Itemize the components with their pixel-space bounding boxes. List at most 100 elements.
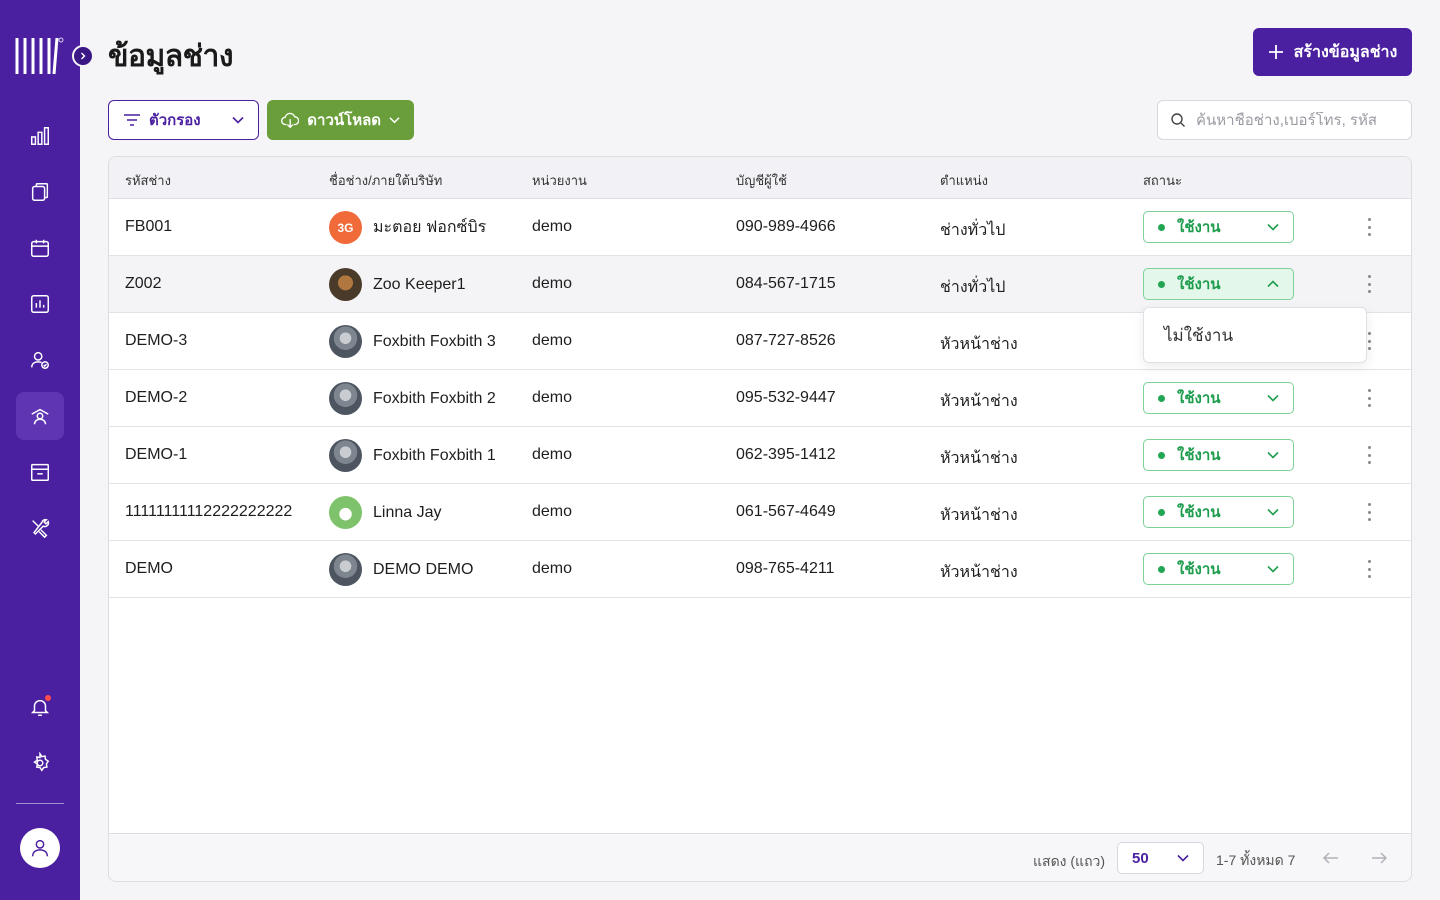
user-icon[interactable] xyxy=(20,828,60,868)
avatar: 3G xyxy=(329,211,362,244)
technician-name: Foxbith Foxbith 2 xyxy=(373,389,496,407)
settings-icon[interactable] xyxy=(16,739,64,787)
status-select[interactable]: ใช้งาน xyxy=(1143,268,1294,300)
avatar xyxy=(329,325,362,358)
table-row[interactable]: FB001 3G มะตอย ฟอกซ์บิร demo 090-989-496… xyxy=(109,199,1411,256)
chevron-down-icon xyxy=(1177,854,1189,862)
create-button-label: สร้างข้อมูลช่าง xyxy=(1293,43,1398,61)
technician-name: Zoo Keeper1 xyxy=(373,275,466,293)
technician-name: Foxbith Foxbith 3 xyxy=(373,332,496,350)
chevron-down-icon xyxy=(1267,394,1279,402)
column-header-position: ตำแหน่ง xyxy=(940,173,988,188)
status-option-inactive[interactable]: ไม่ใช้งาน xyxy=(1164,325,1234,345)
cell-name: DEMO DEMO xyxy=(329,553,473,586)
row-menu-icon[interactable] xyxy=(1367,332,1371,350)
row-menu-icon[interactable] xyxy=(1367,560,1371,578)
status-dot xyxy=(1158,508,1165,516)
status-select[interactable]: ใช้งาน xyxy=(1143,211,1294,243)
chevron-down-icon xyxy=(1267,508,1279,516)
chevron-down-icon xyxy=(1267,565,1279,573)
status-dot xyxy=(1158,223,1165,231)
cell-position: หัวหน้าช่าง xyxy=(940,336,1018,353)
cell-unit: demo xyxy=(532,446,573,463)
cell-code: DEMO xyxy=(125,560,173,577)
cell-account: 095-532-9447 xyxy=(736,389,836,406)
cell-position: หัวหน้าช่าง xyxy=(940,393,1018,410)
search-box[interactable] xyxy=(1157,100,1412,140)
download-button[interactable]: ดาวน์โหลด xyxy=(267,100,414,140)
cell-position: หัวหน้าช่าง xyxy=(940,507,1018,524)
cell-name: 3G มะตอย ฟอกซ์บิร xyxy=(329,211,486,244)
cell-code: Z002 xyxy=(125,275,162,292)
status-label: ใช้งาน xyxy=(1177,390,1221,407)
dashboard-chart-icon[interactable] xyxy=(16,112,64,160)
technician-name: Linna Jay xyxy=(373,503,442,521)
bell-icon[interactable] xyxy=(16,683,64,731)
filter-button[interactable]: ตัวกรอง xyxy=(108,100,259,140)
cell-position: ช่างทั่วไป xyxy=(940,222,1006,239)
cell-position: หัวหน้าช่าง xyxy=(940,564,1018,581)
documents-icon[interactable] xyxy=(16,168,64,216)
cell-position: ช่างทั่วไป xyxy=(940,279,1006,296)
cell-account: 090-989-4966 xyxy=(736,218,836,235)
cell-unit: demo xyxy=(532,332,573,349)
row-menu-icon[interactable] xyxy=(1367,218,1371,236)
cell-unit: demo xyxy=(532,503,573,520)
notification-dot xyxy=(45,695,51,701)
status-select[interactable]: ใช้งาน xyxy=(1143,496,1294,528)
cell-name: Foxbith Foxbith 1 xyxy=(329,439,496,472)
create-technician-button[interactable]: สร้างข้อมูลช่าง xyxy=(1253,28,1412,76)
cell-unit: demo xyxy=(532,275,573,292)
cell-code: DEMO-1 xyxy=(125,446,188,463)
table-row[interactable]: Z002 Zoo Keeper1 demo 084-567-1715 ช่างท… xyxy=(109,256,1411,313)
cell-account: 062-395-1412 xyxy=(736,446,836,463)
cell-name: Foxbith Foxbith 2 xyxy=(329,382,496,415)
sidebar xyxy=(0,0,80,900)
chevron-down-icon xyxy=(232,116,244,124)
pagination-range: 1-7 ทั้งหมด 7 xyxy=(1216,852,1296,868)
rows-per-page-label: แสดง (แถว) xyxy=(1033,853,1106,869)
report-icon[interactable] xyxy=(16,280,64,328)
status-select[interactable]: ใช้งาน xyxy=(1143,439,1294,471)
table-row[interactable]: DEMO DEMO DEMO demo 098-765-4211 หัวหน้า… xyxy=(109,541,1411,598)
tools-icon[interactable] xyxy=(16,504,64,552)
cell-account: 087-727-8526 xyxy=(736,332,836,349)
search-icon xyxy=(1171,113,1185,127)
status-select[interactable]: ใช้งาน xyxy=(1143,382,1294,414)
arrow-right-icon[interactable] xyxy=(1367,846,1391,870)
row-menu-icon[interactable] xyxy=(1367,389,1371,407)
rows-per-page-select[interactable]: 50 xyxy=(1117,842,1204,874)
calendar-icon[interactable] xyxy=(16,224,64,272)
user-check-icon[interactable] xyxy=(16,336,64,384)
cell-unit: demo xyxy=(532,389,573,406)
cell-code: 11111111112222222222 xyxy=(125,503,293,520)
arrow-left-icon[interactable] xyxy=(1319,846,1343,870)
cell-code: FB001 xyxy=(125,218,173,235)
plus-icon xyxy=(1268,45,1283,59)
logo-icon[interactable] xyxy=(14,34,64,76)
archive-icon[interactable] xyxy=(16,448,64,496)
technician-name: DEMO DEMO xyxy=(373,560,474,578)
row-menu-icon[interactable] xyxy=(1367,275,1371,293)
status-dot xyxy=(1158,565,1165,573)
cloud-download-icon xyxy=(281,112,300,129)
technician-name: Foxbith Foxbith 1 xyxy=(373,446,496,464)
technician-icon[interactable] xyxy=(16,392,64,440)
status-label: ใช้งาน xyxy=(1177,447,1221,464)
table-row[interactable]: DEMO-1 Foxbith Foxbith 1 demo 062-395-14… xyxy=(109,427,1411,484)
cell-unit: demo xyxy=(532,560,573,577)
search-input[interactable] xyxy=(1196,111,1376,129)
row-menu-icon[interactable] xyxy=(1367,503,1371,521)
table-row[interactable]: 11111111112222222222 Linna Jay demo 061-… xyxy=(109,484,1411,541)
cell-name: Zoo Keeper1 xyxy=(329,268,466,301)
row-menu-icon[interactable] xyxy=(1367,446,1371,464)
sidebar-collapse-button[interactable] xyxy=(72,45,94,67)
table-row[interactable]: DEMO-2 Foxbith Foxbith 2 demo 095-532-94… xyxy=(109,370,1411,427)
chevron-down-icon xyxy=(1267,223,1279,231)
status-select[interactable]: ใช้งาน xyxy=(1143,553,1294,585)
cell-account: 084-567-1715 xyxy=(736,275,836,292)
rows-per-page-value: 50 xyxy=(1132,849,1149,867)
technician-name: มะตอย ฟอกซ์บิร xyxy=(373,219,487,236)
technician-table: รหัสช่าง ชื่อช่าง/ภายใต้บริษัท หน่วยงาน … xyxy=(108,156,1412,882)
pagination-bar: แสดง (แถว) 50 1-7 ทั้งหมด 7 xyxy=(109,833,1411,881)
